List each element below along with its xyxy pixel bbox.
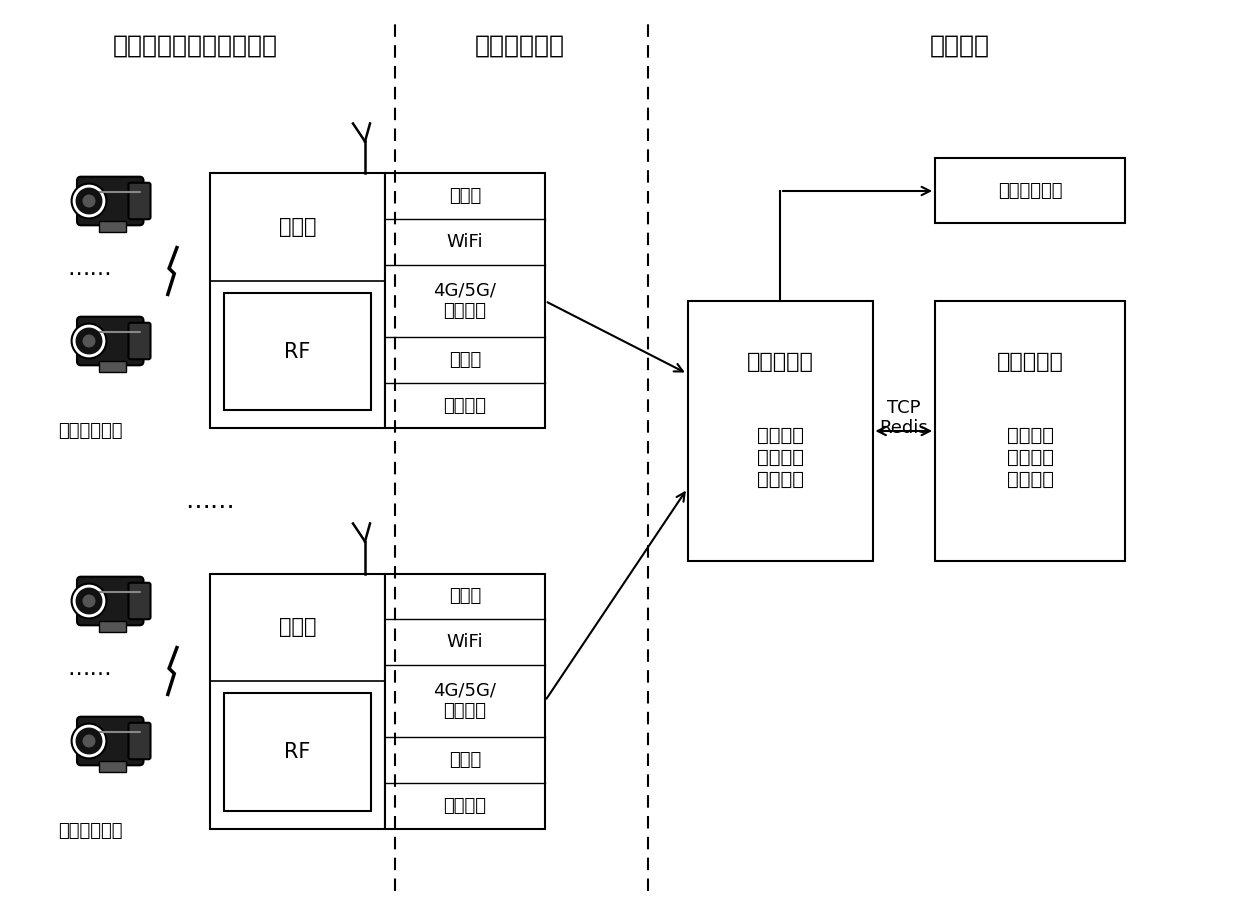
FancyBboxPatch shape	[99, 221, 126, 232]
Circle shape	[76, 188, 102, 214]
Text: 应用服务器: 应用服务器	[997, 352, 1064, 372]
FancyBboxPatch shape	[77, 177, 144, 226]
Circle shape	[83, 335, 94, 347]
Text: 光通信: 光通信	[449, 752, 481, 769]
Text: 4G/5G/
专网终端: 4G/5G/ 专网终端	[434, 682, 496, 720]
FancyBboxPatch shape	[99, 622, 126, 632]
Text: 通信服务器: 通信服务器	[746, 352, 813, 372]
Circle shape	[76, 729, 102, 753]
Text: 低功耗照相机: 低功耗照相机	[58, 422, 123, 440]
Text: ……: ……	[185, 489, 234, 513]
FancyBboxPatch shape	[77, 317, 144, 366]
Text: RF: RF	[284, 342, 311, 362]
Text: 主站系统: 主站系统	[930, 34, 990, 58]
Text: 以太网: 以太网	[449, 588, 481, 605]
Text: 图像识别
数据分析
业务逻辑: 图像识别 数据分析 业务逻辑	[1007, 426, 1054, 488]
Text: 集中器: 集中器	[279, 217, 316, 237]
Text: 远程总线: 远程总线	[444, 797, 486, 815]
Text: 光通信: 光通信	[449, 351, 481, 369]
FancyBboxPatch shape	[77, 577, 144, 625]
FancyBboxPatch shape	[129, 322, 150, 359]
FancyBboxPatch shape	[129, 583, 150, 619]
Bar	[210, 173, 384, 428]
Text: 4G/5G/
专网终端: 4G/5G/ 专网终端	[434, 282, 496, 321]
Text: 以太网: 以太网	[449, 187, 481, 205]
Text: 低功耗照相机: 低功耗照相机	[58, 822, 123, 840]
Text: WiFi: WiFi	[446, 633, 484, 651]
Text: ……: ……	[68, 259, 113, 279]
Text: ……: ……	[68, 659, 113, 679]
Bar	[687, 301, 873, 561]
Circle shape	[72, 724, 107, 758]
Bar	[935, 301, 1125, 561]
Circle shape	[83, 595, 94, 607]
Text: 网络管理
数据交换
数据存储: 网络管理 数据交换 数据存储	[756, 426, 804, 488]
FancyBboxPatch shape	[129, 182, 150, 219]
Bar	[384, 574, 546, 829]
Circle shape	[83, 195, 94, 207]
Text: TCP
Redis: TCP Redis	[879, 399, 928, 437]
Circle shape	[76, 589, 102, 613]
FancyBboxPatch shape	[77, 717, 144, 765]
Text: WiFi: WiFi	[446, 233, 484, 251]
FancyBboxPatch shape	[99, 762, 126, 772]
Bar	[935, 158, 1125, 224]
Text: 本地低功耗无线接入网络: 本地低功耗无线接入网络	[113, 34, 278, 58]
Bar	[224, 293, 371, 411]
Bar	[210, 574, 384, 829]
Text: 远程通信网络: 远程通信网络	[475, 34, 565, 58]
Circle shape	[72, 183, 107, 218]
FancyBboxPatch shape	[129, 723, 150, 759]
Circle shape	[83, 735, 94, 747]
Text: 集中器: 集中器	[279, 617, 316, 637]
Bar	[384, 173, 546, 428]
Circle shape	[72, 584, 107, 618]
Circle shape	[76, 328, 102, 354]
Text: 管理维护系统: 管理维护系统	[998, 182, 1063, 200]
Bar	[224, 693, 371, 810]
Text: 远程总线: 远程总线	[444, 397, 486, 414]
Circle shape	[72, 323, 107, 358]
Text: RF: RF	[284, 741, 311, 762]
FancyBboxPatch shape	[99, 361, 126, 372]
